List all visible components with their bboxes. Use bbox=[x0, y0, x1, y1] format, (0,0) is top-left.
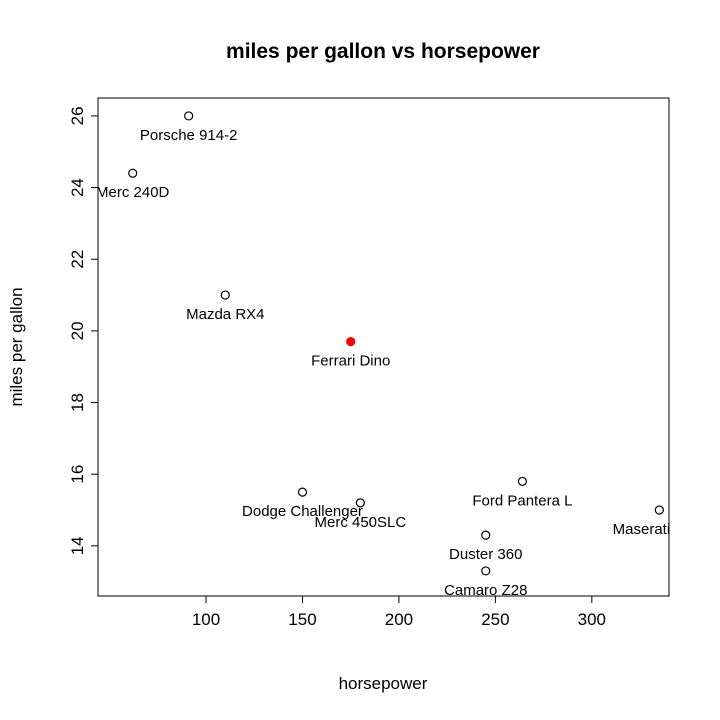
x-axis-label: horsepower bbox=[339, 674, 428, 693]
data-point bbox=[355, 498, 365, 508]
data-point bbox=[481, 566, 491, 576]
y-tick-label: 26 bbox=[68, 106, 87, 125]
data-point bbox=[297, 487, 308, 497]
x-tick-label: 300 bbox=[578, 610, 606, 629]
point-label: Camaro Z28 bbox=[444, 582, 527, 599]
y-tick-label: 20 bbox=[68, 321, 87, 340]
y-axis-label: miles per gallon bbox=[7, 287, 26, 406]
point-label: Dodge Challenger bbox=[242, 503, 363, 520]
point-label: Merc 240D bbox=[96, 184, 170, 201]
y-tick-label: 24 bbox=[68, 178, 87, 197]
x-axis: 100 150 200 250 300 bbox=[192, 595, 606, 629]
point-label: Maserati Bora bbox=[613, 521, 707, 538]
x-tick-label: 200 bbox=[385, 610, 413, 629]
data-point bbox=[654, 505, 664, 515]
data-point bbox=[184, 111, 194, 121]
point-label: Duster 360 bbox=[449, 546, 522, 563]
data-point bbox=[517, 476, 527, 486]
point-label: Mazda RX4 bbox=[186, 306, 264, 323]
x-tick-label: 250 bbox=[481, 610, 509, 629]
x-tick-label: 150 bbox=[288, 610, 316, 629]
point-label: Ford Pantera L bbox=[472, 492, 572, 509]
y-tick-label: 22 bbox=[68, 250, 87, 269]
point-label: Ferrari Dino bbox=[311, 353, 390, 370]
point-label: Porsche 914-2 bbox=[140, 127, 238, 144]
y-axis: 14 16 18 20 22 24 26 bbox=[68, 106, 99, 555]
chart-title: miles per gallon vs horsepower bbox=[226, 40, 540, 63]
y-tick-label: 14 bbox=[68, 536, 87, 555]
data-points: Porsche 914-2 Merc 240D Mazda RX4 Ferrari D… bbox=[96, 111, 707, 599]
highlighted-point bbox=[346, 337, 356, 347]
data-point bbox=[481, 530, 491, 540]
data-point bbox=[220, 290, 230, 300]
y-tick-label: 18 bbox=[68, 393, 87, 412]
y-tick-label: 16 bbox=[68, 465, 87, 484]
data-point bbox=[128, 168, 138, 178]
x-tick-label: 100 bbox=[192, 610, 220, 629]
point-label: Merc 450SLC bbox=[314, 514, 406, 531]
